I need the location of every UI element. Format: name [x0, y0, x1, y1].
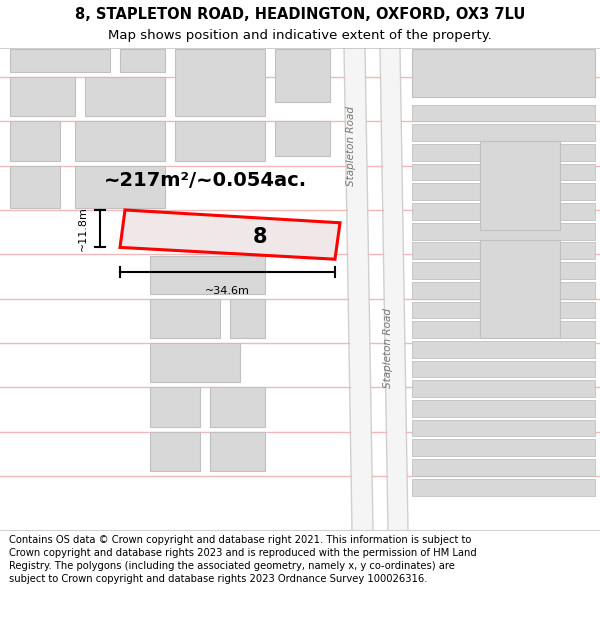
Polygon shape	[150, 431, 200, 471]
Text: 8, STAPLETON ROAD, HEADINGTON, OXFORD, OX3 7LU: 8, STAPLETON ROAD, HEADINGTON, OXFORD, O…	[75, 7, 525, 22]
Polygon shape	[175, 121, 265, 161]
Polygon shape	[412, 400, 595, 417]
Polygon shape	[412, 361, 595, 378]
Polygon shape	[120, 49, 165, 72]
Polygon shape	[412, 321, 595, 338]
Polygon shape	[150, 343, 240, 382]
Polygon shape	[412, 222, 595, 239]
Polygon shape	[412, 183, 595, 200]
Polygon shape	[412, 262, 595, 279]
Polygon shape	[150, 256, 265, 294]
Polygon shape	[480, 141, 560, 229]
Polygon shape	[412, 381, 595, 397]
Polygon shape	[275, 121, 330, 156]
Polygon shape	[75, 121, 165, 161]
Polygon shape	[412, 164, 595, 181]
Text: Stapleton Road: Stapleton Road	[383, 308, 393, 388]
Polygon shape	[412, 203, 595, 220]
Polygon shape	[175, 49, 265, 116]
Polygon shape	[412, 242, 595, 259]
Text: Contains OS data © Crown copyright and database right 2021. This information is : Contains OS data © Crown copyright and d…	[9, 535, 477, 584]
Polygon shape	[120, 210, 340, 259]
Polygon shape	[344, 48, 373, 530]
Polygon shape	[412, 282, 595, 299]
Text: ~11.8m: ~11.8m	[78, 206, 88, 251]
Polygon shape	[412, 124, 595, 141]
Text: ~34.6m: ~34.6m	[205, 286, 250, 296]
Polygon shape	[210, 431, 265, 471]
Polygon shape	[10, 166, 60, 208]
Polygon shape	[275, 49, 330, 102]
Polygon shape	[150, 388, 200, 427]
Polygon shape	[412, 479, 595, 496]
Polygon shape	[412, 459, 595, 476]
Polygon shape	[412, 144, 595, 161]
Text: 8: 8	[253, 226, 267, 246]
Polygon shape	[75, 166, 165, 208]
Polygon shape	[210, 388, 265, 427]
Polygon shape	[412, 420, 595, 436]
Polygon shape	[150, 299, 220, 338]
Polygon shape	[380, 48, 408, 530]
Polygon shape	[230, 299, 265, 338]
Text: ~217m²/~0.054ac.: ~217m²/~0.054ac.	[103, 171, 307, 190]
Polygon shape	[412, 104, 595, 121]
Polygon shape	[10, 121, 60, 161]
Polygon shape	[412, 341, 595, 357]
Polygon shape	[480, 239, 560, 338]
Polygon shape	[412, 301, 595, 318]
Text: Map shows position and indicative extent of the property.: Map shows position and indicative extent…	[108, 29, 492, 42]
Polygon shape	[10, 49, 110, 72]
Text: Stapleton Road: Stapleton Road	[347, 106, 356, 186]
Polygon shape	[85, 77, 165, 116]
Polygon shape	[412, 49, 595, 97]
Polygon shape	[10, 77, 75, 116]
Polygon shape	[412, 439, 595, 456]
